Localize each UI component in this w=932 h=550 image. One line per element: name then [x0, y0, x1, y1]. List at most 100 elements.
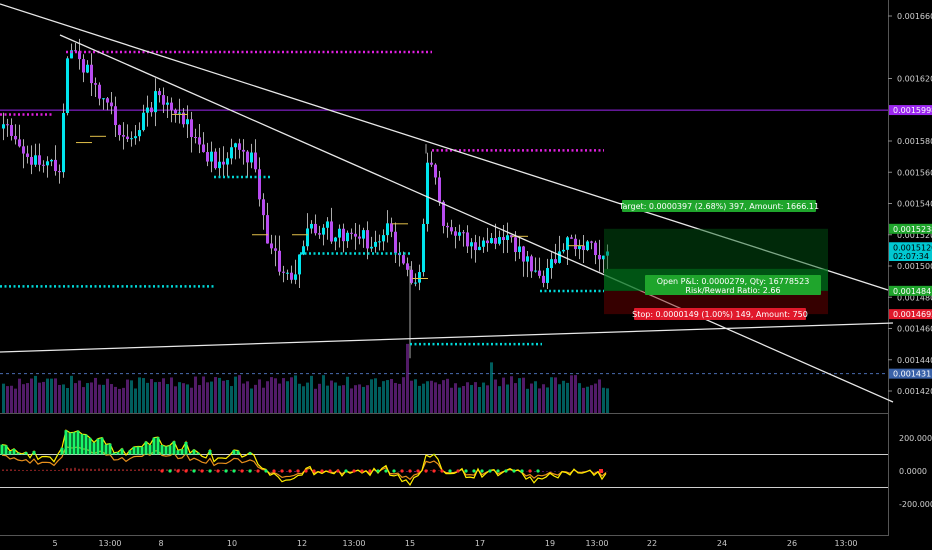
candle-body — [222, 161, 225, 165]
volume-bar — [514, 383, 517, 413]
osc-histogram-bar — [26, 470, 28, 471]
volume-bar — [158, 381, 161, 413]
price-tick-label: 0.0015200 — [897, 231, 932, 240]
volume-bar — [434, 382, 437, 413]
candle-body — [134, 136, 137, 139]
osc-histogram-bar — [50, 469, 52, 471]
volume-bar — [350, 388, 353, 413]
osc-zero-dot — [224, 469, 228, 473]
candle-body — [314, 223, 317, 234]
volume-bar — [482, 382, 485, 413]
osc-histogram-bar — [174, 468, 176, 471]
candle-body — [518, 246, 521, 253]
osc-histogram-bar — [546, 471, 548, 472]
candle-body — [470, 242, 473, 247]
osc-histogram-bar — [150, 469, 152, 471]
candle-body — [502, 237, 505, 240]
osc-zero-dot — [240, 469, 244, 473]
osc-zero-dot — [264, 469, 268, 473]
candle-body — [466, 232, 469, 247]
volume-bar — [122, 387, 125, 413]
candle-body — [446, 225, 449, 228]
osc-histogram-bar — [46, 469, 48, 471]
candle-body — [270, 243, 273, 249]
osc-zero-dot — [408, 469, 412, 473]
price-axis-tag: 0.0014841 — [889, 285, 932, 296]
volume-bar — [178, 382, 181, 413]
volume-bar — [18, 378, 21, 413]
volume-bar — [406, 343, 409, 413]
candle-body — [218, 161, 221, 169]
volume-bars — [2, 343, 609, 413]
candle-body — [374, 241, 377, 247]
candle-body — [274, 248, 277, 251]
volume-bar — [182, 383, 185, 413]
osc-zero-dot — [184, 469, 188, 473]
volume-bar — [186, 384, 189, 413]
x-axis-label: 12 — [297, 539, 307, 548]
candle-body — [318, 233, 321, 235]
osc-zero-dot — [168, 469, 172, 473]
volume-bar — [302, 386, 305, 413]
candle-body — [342, 228, 345, 242]
x-axis-label: 13:00 — [342, 539, 365, 548]
osc-histogram-bar — [102, 469, 104, 471]
candle-body — [566, 237, 569, 250]
candle-body — [478, 246, 481, 251]
candle-body — [54, 159, 57, 172]
volume-bar — [282, 378, 285, 413]
volume-bar — [458, 387, 461, 413]
candle-body — [386, 223, 389, 236]
volume-bar — [210, 381, 213, 413]
volume-bar — [330, 380, 333, 413]
volume-bar — [518, 378, 521, 413]
osc-zero-dot — [296, 469, 300, 473]
osc-histogram-bar — [134, 469, 136, 471]
x-axis-label: 19 — [545, 539, 555, 548]
osc-zero-dot — [328, 469, 332, 473]
candle-body — [178, 112, 181, 114]
candle-body — [510, 235, 513, 238]
volume-bar — [306, 382, 309, 413]
candle-body — [450, 227, 453, 232]
candle-body — [282, 271, 285, 273]
candle-body — [34, 155, 37, 165]
candle-body — [570, 237, 573, 239]
candle-body — [482, 240, 485, 247]
volume-bar — [498, 386, 501, 413]
osc-histogram-bar — [34, 469, 36, 471]
volume-bar — [530, 383, 533, 413]
candle-body — [590, 241, 593, 243]
volume-bar — [118, 388, 121, 413]
candle-body — [170, 102, 173, 110]
osc-histogram-bar — [66, 467, 68, 471]
osc-histogram-bar — [222, 470, 224, 471]
price-tick-label: 0.0014600 — [897, 325, 932, 334]
volume-bar — [366, 385, 369, 413]
volume-bar — [218, 377, 221, 413]
price-axis-tag-text: 0.0014841 — [893, 287, 932, 296]
candle-body — [294, 274, 297, 280]
stop-label-bg — [634, 308, 806, 320]
candle-body — [82, 59, 85, 73]
candle-body — [278, 250, 281, 272]
osc-zero-dot — [496, 469, 500, 473]
candle-body — [506, 235, 509, 240]
osc-zero-dot — [248, 469, 252, 473]
osc-histogram-bar — [86, 468, 88, 471]
candle-body — [490, 238, 493, 244]
candle-body — [498, 237, 501, 244]
candle-body — [210, 151, 213, 162]
volume-bar — [542, 384, 545, 413]
osc-zero-dot — [376, 469, 380, 473]
osc-zero-dot — [176, 469, 180, 473]
candle-body — [422, 223, 425, 273]
price-axis-tag-bg — [889, 242, 932, 253]
osc-histogram-bar — [14, 469, 16, 471]
osc-zero-dot — [512, 469, 516, 473]
volume-bar — [86, 383, 89, 413]
x-axis-label: 24 — [717, 539, 727, 548]
price-axis-tag: 0.0015998 — [889, 105, 932, 116]
candle-body — [22, 146, 25, 154]
